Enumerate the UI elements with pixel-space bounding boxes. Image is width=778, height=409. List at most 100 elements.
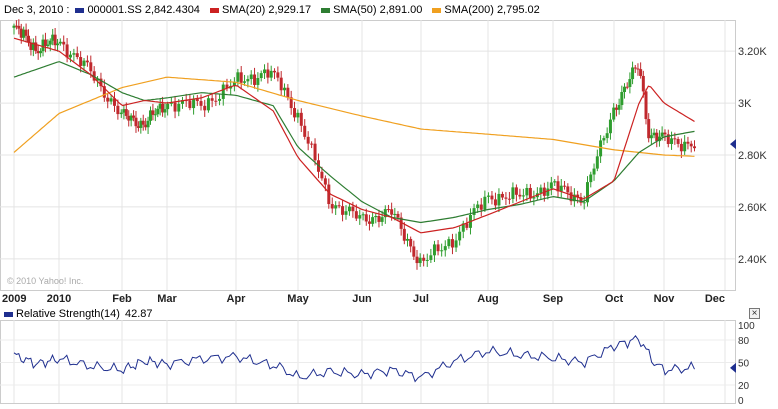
candle-body (652, 132, 656, 136)
candle-body (127, 115, 131, 121)
rsi-close-button[interactable]: × (749, 308, 760, 319)
legend-sma50-swatch (321, 7, 331, 13)
candle-body (96, 78, 100, 81)
candle-body (249, 74, 253, 80)
candle-body (313, 143, 317, 161)
candle-body (670, 138, 674, 144)
y-tick-label: 2.80K (738, 150, 767, 162)
candle-body (19, 28, 23, 38)
candle-body (144, 124, 148, 128)
legend-symbol-value: 2,842.4304 (144, 4, 200, 16)
candle-body (14, 25, 18, 27)
candle-body (180, 100, 184, 104)
candle-body (31, 42, 35, 50)
rsi-tick-label: 0 (738, 396, 744, 407)
y-tick-label: 3.20K (738, 46, 767, 58)
candle-body (48, 40, 52, 45)
candle-body (450, 239, 454, 248)
candle-body (116, 105, 120, 115)
candle-body (283, 87, 287, 91)
candle-body (386, 209, 390, 211)
candle-body (563, 185, 567, 187)
sma50-line (13, 61, 695, 224)
candle-body (256, 78, 260, 85)
candle-body (169, 102, 173, 104)
legend-sma20-swatch (209, 7, 219, 13)
x-tick-label: Oct (605, 293, 624, 305)
candle-body (102, 86, 106, 98)
candle-body (273, 70, 277, 73)
legend-sma50-value: 2,891.00 (379, 4, 423, 16)
candle-body (334, 205, 338, 209)
candle-body (518, 194, 522, 197)
candle-body (246, 79, 250, 82)
legend-sma200-swatch (432, 7, 442, 13)
candle-body (358, 215, 362, 219)
candle-body (109, 98, 113, 102)
candle-body (299, 112, 303, 126)
candle-body (418, 257, 422, 264)
x-tick-label: 2009 (2, 293, 26, 305)
candle-body (327, 184, 331, 205)
candle-body (532, 197, 536, 199)
candle-body (647, 119, 651, 139)
candle-body (546, 188, 550, 196)
candle-body (649, 135, 653, 139)
candle-body (151, 110, 155, 115)
candle-body (689, 143, 693, 147)
x-tick-label: Jul (413, 293, 429, 305)
candle-body (279, 77, 283, 91)
candle-body (569, 192, 573, 202)
candle-body (134, 117, 138, 127)
candle-body (402, 228, 406, 241)
candle-body (225, 84, 229, 89)
candle-body (636, 68, 640, 70)
candle-body (306, 136, 310, 144)
candle-body (576, 194, 580, 198)
sma20-line (13, 37, 695, 234)
candle-body (34, 42, 38, 52)
candle-body (528, 187, 532, 199)
legend-bar: Dec 3, 2010 : 000001.SS 2,842.4304 SMA(2… (4, 2, 550, 18)
candle-body (253, 74, 257, 85)
candle-body (85, 60, 89, 63)
candle-body (693, 146, 696, 149)
rsi-tick-label: 100 (738, 321, 755, 332)
candle-body (390, 209, 394, 215)
candle-body (119, 112, 123, 115)
candle-body (595, 156, 599, 169)
x-tick-label: Apr (227, 293, 247, 305)
candle-body (12, 25, 16, 28)
candle-body (553, 181, 557, 183)
legend-item-symbol: 000001.SS 2,842.4304 (75, 4, 200, 16)
candle-body (337, 205, 341, 207)
x-tick-label: Feb (112, 293, 132, 305)
candle-body (443, 246, 447, 251)
candle-body (429, 255, 433, 260)
last-price-marker (730, 139, 736, 150)
candle-body (139, 120, 143, 128)
candle-body (377, 215, 381, 222)
candle-body (486, 195, 490, 197)
candle-body (351, 206, 355, 212)
candle-body (539, 187, 543, 194)
candle-body (497, 193, 501, 206)
candle-body (236, 72, 240, 82)
candle-body (82, 60, 86, 66)
candle-body (458, 231, 462, 241)
candle-body (29, 42, 33, 50)
candle-body (106, 97, 110, 102)
candle-body (41, 39, 45, 52)
candle-body (72, 53, 76, 55)
candle-body (320, 171, 324, 179)
legend-sma200-value: 2,795.02 (496, 4, 540, 16)
candle-body (374, 215, 378, 218)
candle-body (132, 115, 136, 118)
candle-body (663, 132, 667, 135)
candle-body (177, 103, 181, 112)
candle-body (683, 141, 687, 152)
legend-item-sma50: SMA(50) 2,891.00 (321, 4, 422, 16)
grid-lines (0, 20, 736, 404)
candle-body (657, 136, 661, 142)
candle-body (511, 187, 515, 199)
